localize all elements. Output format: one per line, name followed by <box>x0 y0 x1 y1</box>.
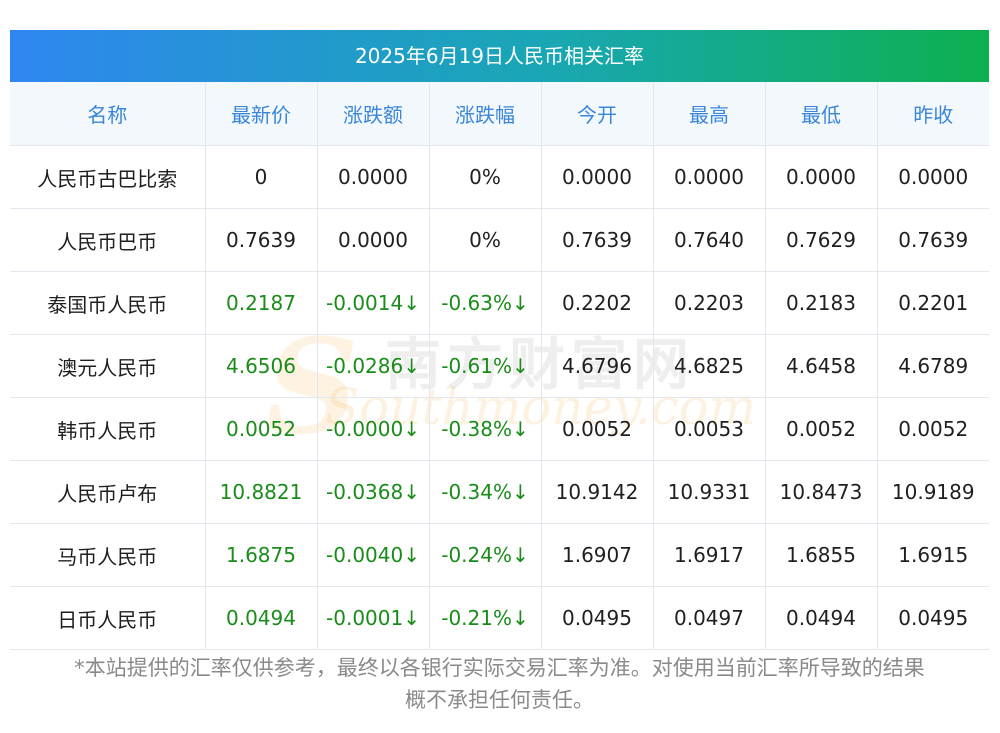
disclaimer-line-1: *本站提供的汇率仅供参考，最终以各银行实际交易汇率为准。对使用当前汇率所导致的结… <box>74 656 925 680</box>
col-header-latest: 最新价 <box>204 82 318 146</box>
cell-name: 人民币巴币 <box>10 208 206 272</box>
cell-low: 0.7629 <box>764 208 878 272</box>
cell-high: 0.0000 <box>652 145 766 209</box>
cell-high: 0.2203 <box>652 271 766 335</box>
disclaimer-line-2: 概不承担任何责任。 <box>405 688 594 712</box>
cell-high: 0.0053 <box>652 397 766 461</box>
table-row: 澳元人民币 4.6506 -0.0286↓ -0.61%↓ 4.6796 4.6825 4.… <box>10 334 989 398</box>
col-header-low: 最低 <box>764 82 878 146</box>
table-row: 日币人民币 0.0494 -0.0001↓ -0.21%↓ 0.0495 0.0497 0.… <box>10 586 989 650</box>
col-header-change: 涨跌额 <box>316 82 430 146</box>
cell-change: -0.0368↓ <box>316 460 430 524</box>
cell-low: 4.6458 <box>764 334 878 398</box>
cell-pct: -0.38%↓ <box>428 397 542 461</box>
table-row: 韩币人民币 0.0052 -0.0000↓ -0.38%↓ 0.0052 0.0053 0.… <box>10 397 989 461</box>
cell-change: -0.0286↓ <box>316 334 430 398</box>
cell-low: 10.8473 <box>764 460 878 524</box>
cell-latest: 1.6875 <box>204 523 318 587</box>
cell-prev: 0.0495 <box>876 586 989 650</box>
cell-open: 0.0052 <box>540 397 654 461</box>
col-header-prev: 昨收 <box>876 82 989 146</box>
cell-latest: 0.0052 <box>204 397 318 461</box>
cell-prev: 0.0000 <box>876 145 989 209</box>
cell-low: 0.0052 <box>764 397 878 461</box>
cell-name: 人民币古巴比索 <box>10 145 206 209</box>
col-header-name: 名称 <box>10 82 206 146</box>
col-header-pct: 涨跌幅 <box>428 82 542 146</box>
cell-pct: 0% <box>428 208 542 272</box>
cell-name: 泰国币人民币 <box>10 271 206 335</box>
cell-name: 日币人民币 <box>10 586 206 650</box>
cell-high: 1.6917 <box>652 523 766 587</box>
cell-prev: 0.0052 <box>876 397 989 461</box>
cell-latest: 0.2187 <box>204 271 318 335</box>
cell-name: 澳元人民币 <box>10 334 206 398</box>
cell-open: 10.9142 <box>540 460 654 524</box>
table-row: 人民币古巴比索 0 0.0000 0% 0.0000 0.0000 0.0000 0.0000 <box>10 145 989 209</box>
cell-pct: -0.34%↓ <box>428 460 542 524</box>
cell-low: 0.2183 <box>764 271 878 335</box>
cell-low: 0.0000 <box>764 145 878 209</box>
cell-pct: -0.61%↓ <box>428 334 542 398</box>
cell-latest: 0.0494 <box>204 586 318 650</box>
cell-change: -0.0040↓ <box>316 523 430 587</box>
cell-high: 0.7640 <box>652 208 766 272</box>
col-header-open: 今开 <box>540 82 654 146</box>
cell-pct: 0% <box>428 145 542 209</box>
cell-name: 马币人民币 <box>10 523 206 587</box>
cell-latest: 4.6506 <box>204 334 318 398</box>
cell-name: 人民币卢布 <box>10 460 206 524</box>
table-header-row: 名称 最新价 涨跌额 涨跌幅 今开 最高 最低 昨收 <box>10 82 989 146</box>
table-title: 2025年6月19日人民币相关汇率 <box>10 30 989 82</box>
cell-prev: 1.6915 <box>876 523 989 587</box>
cell-pct: -0.24%↓ <box>428 523 542 587</box>
cell-pct: -0.63%↓ <box>428 271 542 335</box>
cell-high: 10.9331 <box>652 460 766 524</box>
exchange-rate-card: 2025年6月19日人民币相关汇率 S 南方财富网 Southmoney.com… <box>10 30 989 650</box>
cell-latest: 0 <box>204 145 318 209</box>
cell-name: 韩币人民币 <box>10 397 206 461</box>
cell-prev: 10.9189 <box>876 460 989 524</box>
cell-high: 4.6825 <box>652 334 766 398</box>
cell-change: 0.0000 <box>316 145 430 209</box>
cell-open: 1.6907 <box>540 523 654 587</box>
cell-low: 1.6855 <box>764 523 878 587</box>
cell-change: 0.0000 <box>316 208 430 272</box>
cell-prev: 4.6789 <box>876 334 989 398</box>
cell-pct: -0.21%↓ <box>428 586 542 650</box>
cell-prev: 0.2201 <box>876 271 989 335</box>
cell-prev: 0.7639 <box>876 208 989 272</box>
cell-open: 0.7639 <box>540 208 654 272</box>
cell-open: 0.2202 <box>540 271 654 335</box>
table-row: 人民币卢布 10.8821 -0.0368↓ -0.34%↓ 10.9142 10.933… <box>10 460 989 524</box>
cell-high: 0.0497 <box>652 586 766 650</box>
cell-change: -0.0000↓ <box>316 397 430 461</box>
table-row: 泰国币人民币 0.2187 -0.0014↓ -0.63%↓ 0.2202 0.2203 0… <box>10 271 989 335</box>
cell-open: 4.6796 <box>540 334 654 398</box>
col-header-high: 最高 <box>652 82 766 146</box>
cell-latest: 10.8821 <box>204 460 318 524</box>
table-row: 人民币巴币 0.7639 0.0000 0% 0.7639 0.7640 0.7629 0.7… <box>10 208 989 272</box>
exchange-rate-table: 名称 最新价 涨跌额 涨跌幅 今开 最高 最低 昨收 人民币古巴比索 0 0.000… <box>10 82 989 650</box>
cell-change: -0.0001↓ <box>316 586 430 650</box>
cell-open: 0.0495 <box>540 586 654 650</box>
cell-open: 0.0000 <box>540 145 654 209</box>
cell-latest: 0.7639 <box>204 208 318 272</box>
cell-low: 0.0494 <box>764 586 878 650</box>
cell-change: -0.0014↓ <box>316 271 430 335</box>
disclaimer-note: *本站提供的汇率仅供参考，最终以各银行实际交易汇率为准。对使用当前汇率所导致的结… <box>10 652 989 716</box>
table-row: 马币人民币 1.6875 -0.0040↓ -0.24%↓ 1.6907 1.6917 1.… <box>10 523 989 587</box>
